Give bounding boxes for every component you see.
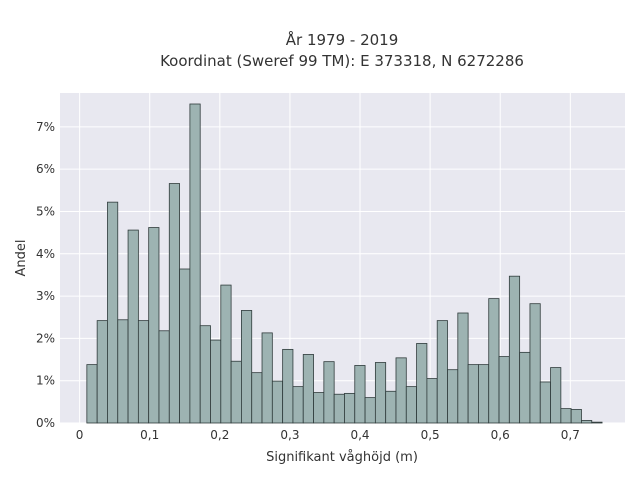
x-tick-label-2: 0,2 — [210, 428, 229, 442]
histogram-bar-45 — [550, 367, 562, 424]
y-tick-label-3: 3% — [36, 289, 55, 303]
histogram-bar-8 — [168, 183, 180, 424]
histogram-bar-49 — [591, 421, 603, 424]
x-tick-label-6: 0,6 — [491, 428, 510, 442]
y-tick-label-7: 7% — [36, 120, 55, 134]
y-tick-label-4: 4% — [36, 247, 55, 261]
histogram-bar-48 — [581, 420, 593, 424]
histogram-bar-1 — [96, 320, 108, 424]
x-tick-labels: 0 0,1 0,2 0,3 0,4 0,5 0,6 0,7 — [76, 428, 580, 442]
x-axis-title: Signifikant våghöjd (m) — [266, 450, 418, 465]
chart-subtitle: Koordinat (Sweref 99 TM): E 373318, N 62… — [160, 52, 524, 70]
histogram-bar-12 — [210, 339, 222, 424]
histogram-bar-35 — [447, 369, 459, 424]
histogram-bar-16 — [251, 372, 263, 424]
histogram-bar-38 — [478, 364, 490, 424]
bars — [86, 103, 603, 424]
y-tick-label-6: 6% — [36, 162, 55, 176]
histogram-bar-31 — [405, 386, 417, 424]
histogram-bar-19 — [282, 348, 294, 424]
histogram-bar-22 — [313, 392, 325, 424]
chart-title: År 1979 - 2019 — [286, 30, 399, 49]
histogram-bar-23 — [323, 361, 335, 424]
histogram-bar-6 — [148, 227, 160, 424]
histogram-bar-4 — [127, 229, 139, 424]
y-tick-labels: 0% 1% 2% 3% 4% 5% 6% 7% — [36, 120, 55, 430]
histogram-bar-14 — [230, 360, 242, 424]
y-tick-label-5: 5% — [36, 204, 55, 218]
x-tick-label-7: 0,7 — [561, 428, 580, 442]
histogram-bar-33 — [426, 378, 438, 424]
histogram-bar-2 — [107, 201, 119, 424]
histogram-bar-28 — [374, 362, 387, 424]
histogram-bar-17 — [261, 332, 273, 424]
histogram-bar-18 — [271, 380, 284, 424]
histogram-bar-21 — [302, 354, 314, 424]
histogram-bar-15 — [241, 310, 253, 424]
histogram-bar-7 — [158, 330, 170, 424]
x-tick-label-0: 0 — [76, 428, 84, 442]
histogram-bar-11 — [199, 325, 211, 424]
histogram-bar-36 — [457, 312, 469, 424]
histogram-bar-44 — [539, 381, 551, 424]
histogram-bar-25 — [344, 392, 356, 424]
histogram-bar-3 — [117, 319, 129, 424]
y-axis-title: Andel — [14, 240, 29, 277]
histogram-bar-42 — [519, 351, 531, 424]
histogram-bar-37 — [467, 364, 479, 424]
x-tick-label-4: 0,4 — [350, 428, 369, 442]
y-tick-label-1: 1% — [36, 374, 55, 388]
y-tick-label-2: 2% — [36, 331, 55, 345]
histogram-bar-0 — [86, 364, 98, 424]
histogram-bar-24 — [333, 393, 345, 424]
x-tick-label-3: 0,3 — [280, 428, 299, 442]
x-tick-label-5: 0,5 — [421, 428, 440, 442]
histogram-bar-47 — [570, 409, 582, 424]
histogram-bar-27 — [364, 397, 376, 424]
histogram-bar-30 — [395, 357, 407, 424]
histogram-bar-10 — [189, 103, 201, 424]
histogram-bar-13 — [220, 284, 232, 424]
histogram-bar-43 — [529, 303, 541, 424]
histogram-bar-26 — [354, 365, 366, 424]
histogram-bar-39 — [488, 298, 500, 424]
histogram-bar-20 — [292, 386, 304, 424]
histogram-bar-46 — [560, 408, 572, 424]
histogram-bar-40 — [498, 356, 510, 424]
histogram-bar-29 — [385, 390, 397, 424]
histogram-bar-41 — [508, 275, 521, 424]
histogram-bar-9 — [179, 268, 191, 424]
x-tick-label-1: 0,1 — [140, 428, 159, 442]
histogram-bar-5 — [137, 320, 150, 424]
histogram-bar-32 — [416, 343, 428, 424]
histogram-bar-34 — [436, 320, 448, 424]
y-tick-label-0: 0% — [36, 416, 55, 430]
